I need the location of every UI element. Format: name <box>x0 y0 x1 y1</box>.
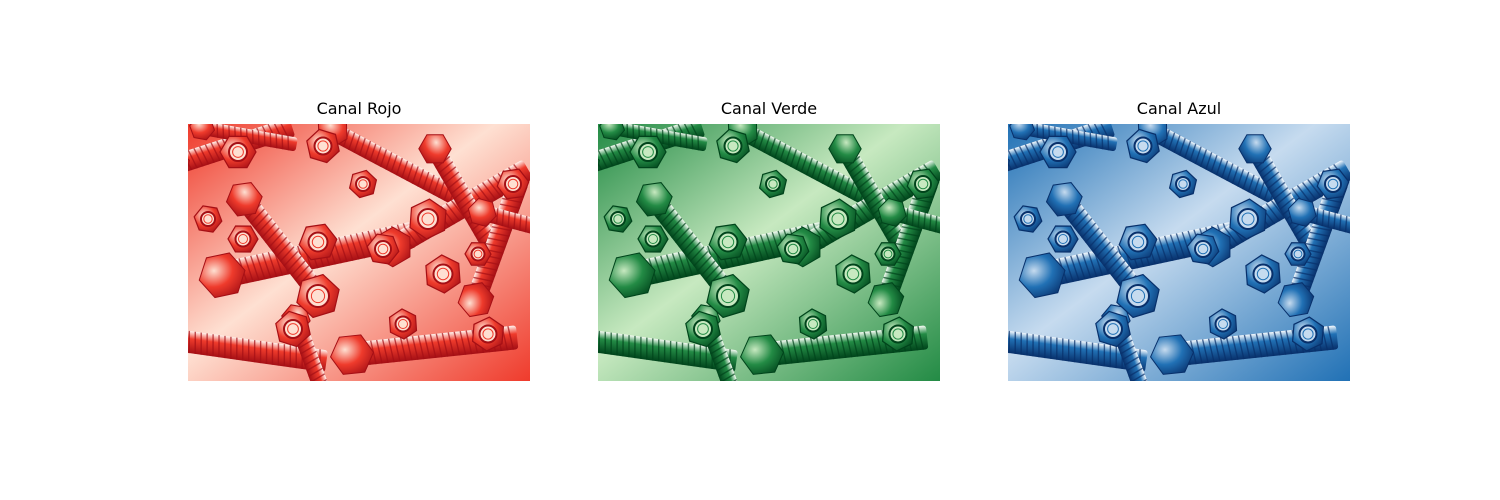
panel-title-green: Canal Verde <box>720 99 818 118</box>
red-channel-image <box>188 124 530 381</box>
panel-green-channel: Canal Verde <box>598 96 940 381</box>
panel-title-blue: Canal Azul <box>1136 99 1222 118</box>
panel-blue-channel: Canal Azul <box>1008 96 1350 381</box>
panel-title-red: Canal Rojo <box>316 99 402 118</box>
green-channel-image <box>598 124 940 381</box>
blue-channel-image <box>1008 124 1350 381</box>
panel-red-channel: Canal Rojo <box>188 96 530 381</box>
